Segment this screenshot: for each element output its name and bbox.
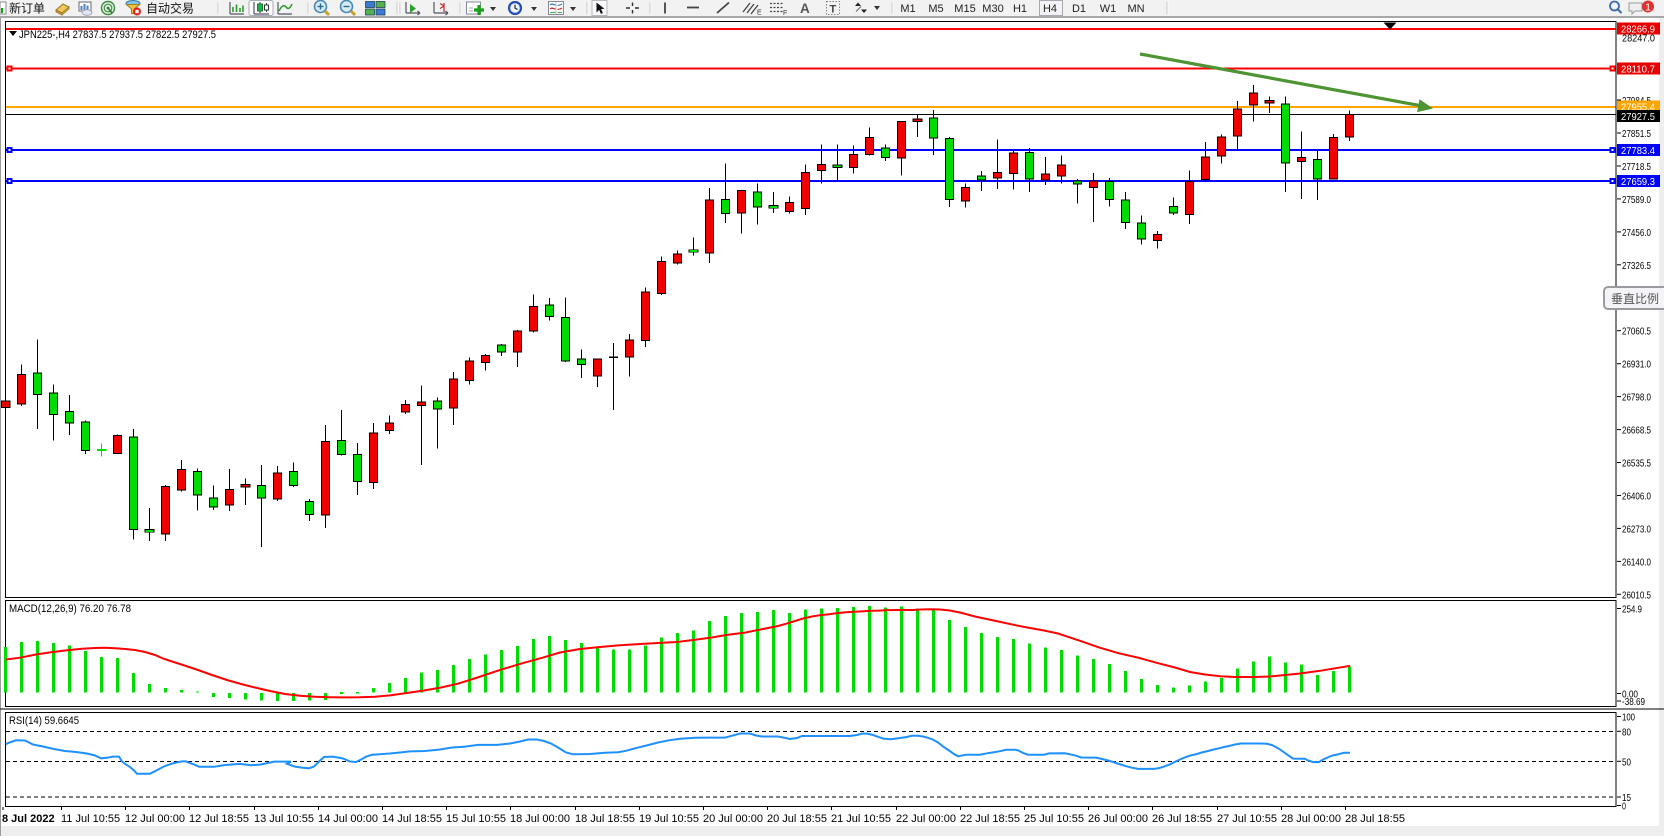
svg-text:26931.0: 26931.0 bbox=[1622, 359, 1651, 371]
svg-text:26535.5: 26535.5 bbox=[1622, 458, 1651, 470]
svg-text:T: T bbox=[830, 4, 837, 16]
svg-text:-38.69: -38.69 bbox=[1622, 696, 1645, 708]
svg-text:28 Jul 00:00: 28 Jul 00:00 bbox=[1281, 813, 1341, 825]
svg-text:M1: M1 bbox=[900, 3, 915, 15]
svg-text:27851.5: 27851.5 bbox=[1622, 128, 1651, 140]
svg-text:F: F bbox=[783, 10, 787, 17]
svg-text:18 Jul 18:55: 18 Jul 18:55 bbox=[575, 813, 635, 825]
svg-text:JPN225-,H4 27837.5 27937.5 27: JPN225-,H4 27837.5 27937.5 27822.5 27927… bbox=[19, 29, 216, 41]
svg-text:27326.5: 27326.5 bbox=[1622, 260, 1651, 272]
svg-text:8 Jul 2022: 8 Jul 2022 bbox=[2, 813, 55, 825]
svg-text:MACD(12,26,9) 76.20 76.78: MACD(12,26,9) 76.20 76.78 bbox=[9, 603, 131, 615]
svg-text:27927.5: 27927.5 bbox=[1621, 111, 1655, 123]
svg-text:254.9: 254.9 bbox=[1622, 604, 1642, 616]
svg-text:18 Jul 00:00: 18 Jul 00:00 bbox=[510, 813, 570, 825]
svg-text:0.00: 0.00 bbox=[1622, 689, 1638, 701]
svg-text:25 Jul 10:55: 25 Jul 10:55 bbox=[1024, 813, 1084, 825]
svg-text:H1: H1 bbox=[1013, 3, 1027, 15]
svg-text:26798.0: 26798.0 bbox=[1622, 392, 1651, 404]
svg-text:28 Jul 18:55: 28 Jul 18:55 bbox=[1345, 813, 1405, 825]
svg-text:A: A bbox=[800, 1, 810, 16]
svg-text:28266.9: 28266.9 bbox=[1621, 24, 1655, 36]
svg-text:E: E bbox=[757, 10, 762, 17]
svg-text:RSI(14) 59.6645: RSI(14) 59.6645 bbox=[9, 715, 79, 727]
svg-text:14 Jul 00:00: 14 Jul 00:00 bbox=[318, 813, 378, 825]
svg-text:27659.3: 27659.3 bbox=[1621, 176, 1655, 188]
svg-text:28247.0: 28247.0 bbox=[1622, 33, 1655, 45]
svg-text:27589.0: 27589.0 bbox=[1622, 194, 1651, 206]
svg-text:W1: W1 bbox=[1100, 3, 1117, 15]
svg-text:12 Jul 18:55: 12 Jul 18:55 bbox=[189, 813, 249, 825]
svg-text:26273.0: 26273.0 bbox=[1622, 523, 1651, 535]
svg-text:27783.4: 27783.4 bbox=[1621, 145, 1655, 157]
svg-text:100: 100 bbox=[1622, 712, 1635, 724]
svg-text:27456.0: 27456.0 bbox=[1622, 227, 1651, 239]
svg-text:27718.5: 27718.5 bbox=[1622, 161, 1651, 173]
svg-text:26668.5: 26668.5 bbox=[1622, 425, 1651, 437]
svg-text:26010.5: 26010.5 bbox=[1622, 589, 1651, 601]
svg-text:26 Jul 18:55: 26 Jul 18:55 bbox=[1152, 813, 1212, 825]
svg-text:1: 1 bbox=[1645, 2, 1651, 14]
svg-text:27060.5: 27060.5 bbox=[1622, 326, 1651, 338]
svg-text:50: 50 bbox=[1622, 756, 1631, 768]
svg-text:26 Jul 00:00: 26 Jul 00:00 bbox=[1088, 813, 1148, 825]
svg-text:26140.0: 26140.0 bbox=[1622, 556, 1651, 568]
svg-text:H4: H4 bbox=[1043, 3, 1057, 15]
svg-text:19 Jul 10:55: 19 Jul 10:55 bbox=[639, 813, 699, 825]
svg-text:M30: M30 bbox=[982, 3, 1003, 15]
svg-text:M15: M15 bbox=[954, 3, 975, 15]
svg-text:MN: MN bbox=[1127, 3, 1144, 15]
svg-text:21 Jul 10:55: 21 Jul 10:55 bbox=[831, 813, 891, 825]
svg-text:26406.0: 26406.0 bbox=[1622, 491, 1651, 503]
svg-text:15 Jul 10:55: 15 Jul 10:55 bbox=[446, 813, 506, 825]
svg-text:13 Jul 10:55: 13 Jul 10:55 bbox=[254, 813, 314, 825]
svg-text:22 Jul 18:55: 22 Jul 18:55 bbox=[960, 813, 1020, 825]
svg-text:20 Jul 18:55: 20 Jul 18:55 bbox=[767, 813, 827, 825]
svg-text:80: 80 bbox=[1622, 726, 1631, 738]
svg-text:12 Jul 00:00: 12 Jul 00:00 bbox=[125, 813, 185, 825]
svg-text:D1: D1 bbox=[1072, 3, 1086, 15]
svg-text:20 Jul 00:00: 20 Jul 00:00 bbox=[703, 813, 763, 825]
svg-text:0: 0 bbox=[1622, 801, 1626, 813]
svg-text:垂直比例: 垂直比例 bbox=[1611, 292, 1659, 306]
svg-text:M5: M5 bbox=[928, 3, 943, 15]
svg-text:15: 15 bbox=[1622, 792, 1631, 804]
svg-text:自动交易: 自动交易 bbox=[146, 1, 194, 16]
svg-text:27 Jul 10:55: 27 Jul 10:55 bbox=[1217, 813, 1277, 825]
svg-text:22 Jul 00:00: 22 Jul 00:00 bbox=[896, 813, 956, 825]
svg-text:28110.7: 28110.7 bbox=[1621, 64, 1655, 76]
svg-text:11 Jul 10:55: 11 Jul 10:55 bbox=[61, 813, 120, 825]
svg-text:14 Jul 18:55: 14 Jul 18:55 bbox=[382, 813, 442, 825]
svg-text:新订单: 新订单 bbox=[9, 1, 45, 16]
